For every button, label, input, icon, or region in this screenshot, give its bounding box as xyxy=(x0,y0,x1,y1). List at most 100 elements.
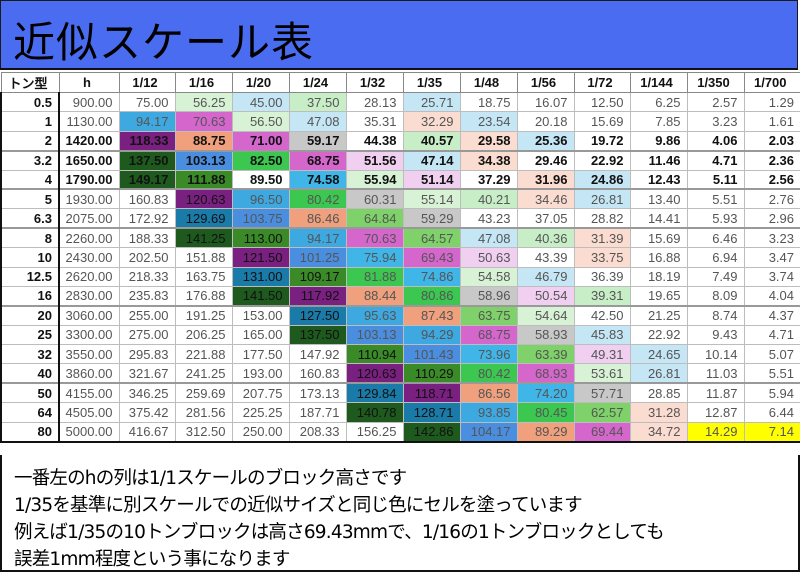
scale-value-cell: 64.57 xyxy=(402,227,461,249)
scale-value-cell: 149.17 xyxy=(118,169,176,190)
scale-value-cell: 137.50 xyxy=(118,149,176,171)
table-row: 64 4505.00 375.42 281.56 225.25 187.71 140.78 1… xyxy=(0,402,800,423)
scale-value-cell: 208.33 xyxy=(288,421,347,443)
scale-value-cell: 103.13 xyxy=(345,324,404,346)
scale-value-cell: 14.41 xyxy=(629,208,688,229)
note-line: 1/35を基準に別スケールでの近似サイズと同じ色にセルを塗っています xyxy=(14,495,583,516)
table-row: 20 3060.00 255.00 191.25 153.00 127.50 95.63 87… xyxy=(0,304,800,326)
scale-value-cell: 4.06 xyxy=(686,130,745,152)
note-line: 一番左のhの列は1/1スケールのブロック高さです xyxy=(14,468,407,489)
scale-value-cell: 26.81 xyxy=(573,188,631,210)
page-title: 近似スケール表 xyxy=(13,18,315,67)
height-cell: 1130.00 xyxy=(58,111,120,132)
column-header: 1/350 xyxy=(686,72,745,93)
scale-value-cell: 2.96 xyxy=(743,208,800,229)
scale-value-cell: 5.93 xyxy=(686,208,745,229)
scale-value-cell: 129.84 xyxy=(345,382,404,404)
scale-value-cell: 47.08 xyxy=(288,111,347,132)
height-cell: 4155.00 xyxy=(58,382,120,404)
height-cell: 3860.00 xyxy=(58,363,120,384)
table-row: 25 3300.00 275.00 206.25 165.00 137.50 103.13 9… xyxy=(0,324,800,346)
ton-cell: 50 xyxy=(0,382,60,404)
scale-value-cell: 5.11 xyxy=(686,169,745,190)
scale-value-cell: 19.65 xyxy=(629,285,688,307)
scale-value-cell: 104.17 xyxy=(459,421,518,443)
column-header: 1/35 xyxy=(402,72,461,93)
scale-value-cell: 235.83 xyxy=(118,285,176,307)
scale-value-cell: 160.83 xyxy=(118,188,176,210)
scale-value-cell: 1.29 xyxy=(743,91,800,113)
scale-value-cell: 346.25 xyxy=(118,382,176,404)
scale-value-cell: 321.67 xyxy=(118,363,176,384)
scale-value-cell: 60.31 xyxy=(345,188,404,210)
scale-value-cell: 31.28 xyxy=(629,402,688,423)
height-cell: 1650.00 xyxy=(58,149,120,171)
scale-value-cell: 6.25 xyxy=(629,91,688,113)
ton-cell: 0.5 xyxy=(0,91,60,113)
scale-value-cell: 29.58 xyxy=(459,130,518,152)
scale-value-cell: 82.50 xyxy=(231,149,290,171)
scale-value-cell: 117.92 xyxy=(288,285,347,307)
scale-value-cell: 32.29 xyxy=(402,111,461,132)
scale-value-cell: 20.18 xyxy=(516,111,575,132)
scale-value-cell: 56.25 xyxy=(174,91,233,113)
scale-value-cell: 18.19 xyxy=(629,266,688,287)
table-row: 8 2260.00 188.33 141.25 113.00 94.17 70.63 64.5… xyxy=(0,227,800,249)
height-cell: 1930.00 xyxy=(58,188,120,210)
scale-value-cell: 54.64 xyxy=(516,304,575,326)
scale-value-cell: 5.51 xyxy=(743,363,800,384)
scale-value-cell: 187.71 xyxy=(288,402,347,423)
scale-value-cell: 141.25 xyxy=(174,227,233,249)
table-row: 50 4155.00 346.25 259.69 207.75 173.13 129.84 1… xyxy=(0,382,800,404)
scale-value-cell: 193.00 xyxy=(231,363,290,384)
table-row: 32 3550.00 295.83 221.88 177.50 147.92 110.94 1… xyxy=(0,344,800,365)
scale-value-cell: 13.40 xyxy=(629,188,688,210)
scale-value-cell: 75.00 xyxy=(118,91,176,113)
scale-value-cell: 129.69 xyxy=(174,208,233,229)
height-cell: 1790.00 xyxy=(58,169,120,190)
scale-value-cell: 250.00 xyxy=(231,421,290,443)
scale-value-cell: 45.00 xyxy=(231,91,290,113)
scale-value-cell: 6.94 xyxy=(686,247,745,268)
scale-value-cell: 11.03 xyxy=(686,363,745,384)
scale-value-cell: 70.63 xyxy=(174,111,233,132)
scale-value-cell: 63.75 xyxy=(459,304,518,326)
scale-value-cell: 10.14 xyxy=(686,344,745,365)
scale-value-cell: 28.85 xyxy=(629,382,688,404)
scale-value-cell: 59.17 xyxy=(288,130,347,152)
scale-value-cell: 188.33 xyxy=(118,227,176,249)
scale-table: トン型 h 1/12 1/16 1/20 1/24 1/32 1/35 1/48 1/56 1/72… xyxy=(0,72,800,443)
scale-value-cell: 58.96 xyxy=(459,285,518,307)
scale-value-cell: 51.56 xyxy=(345,149,404,171)
scale-value-cell: 57.71 xyxy=(573,382,631,404)
ton-cell: 20 xyxy=(0,304,60,326)
scale-value-cell: 53.61 xyxy=(573,363,631,384)
scale-value-cell: 275.00 xyxy=(118,324,176,346)
scale-value-cell: 207.75 xyxy=(231,382,290,404)
scale-value-cell: 7.85 xyxy=(629,111,688,132)
scale-value-cell: 142.86 xyxy=(402,421,461,443)
scale-value-cell: 28.82 xyxy=(573,208,631,229)
scale-value-cell: 11.46 xyxy=(629,149,688,171)
column-header: 1/32 xyxy=(345,72,404,93)
scale-value-cell: 151.88 xyxy=(174,247,233,268)
scale-value-cell: 163.75 xyxy=(174,266,233,287)
ton-cell: 12.5 xyxy=(0,266,60,287)
scale-value-cell: 12.43 xyxy=(629,169,688,190)
scale-value-cell: 1.61 xyxy=(743,111,800,132)
scale-value-cell: 4.37 xyxy=(743,304,800,326)
scale-value-cell: 34.72 xyxy=(629,421,688,443)
scale-value-cell: 173.13 xyxy=(288,382,347,404)
scale-value-cell: 128.71 xyxy=(402,402,461,423)
table-row: 3.2 1650.00 137.50 103.13 82.50 68.75 51.56 47.… xyxy=(0,149,800,171)
scale-value-cell: 75.94 xyxy=(345,247,404,268)
height-cell: 3060.00 xyxy=(58,304,120,326)
scale-value-cell: 113.00 xyxy=(231,227,290,249)
scale-value-cell: 255.00 xyxy=(118,304,176,326)
ton-cell: 16 xyxy=(0,285,60,307)
scale-value-cell: 101.43 xyxy=(402,344,461,365)
scale-value-cell: 16.88 xyxy=(629,247,688,268)
scale-value-cell: 137.50 xyxy=(288,324,347,346)
table-row: 5 1930.00 160.83 120.63 96.50 80.42 60.31 55.14… xyxy=(0,188,800,210)
scale-value-cell: 26.81 xyxy=(629,363,688,384)
